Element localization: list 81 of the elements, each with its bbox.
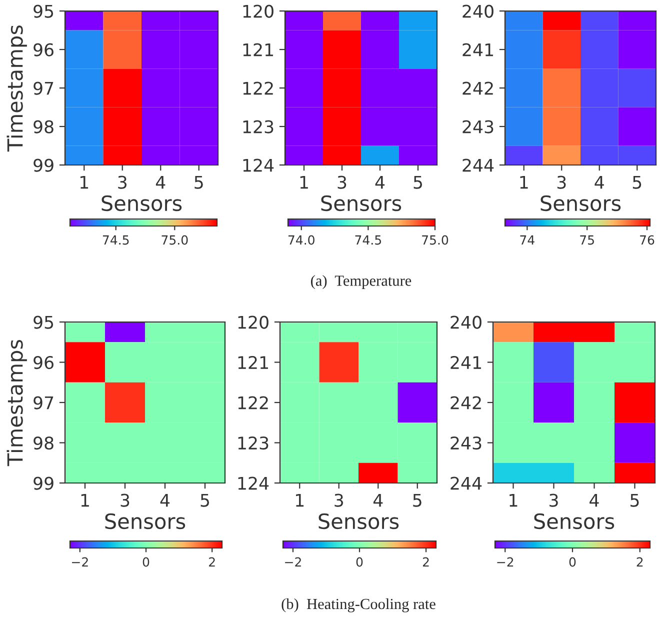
x-axis-title: Sensors bbox=[318, 513, 399, 530]
y-tick-label: 120 bbox=[238, 316, 268, 329]
color-bar-label: −2 bbox=[497, 557, 514, 567]
y-tick-label: 97 bbox=[34, 396, 54, 410]
x-axis-title: Sensors bbox=[534, 513, 614, 530]
y-tick-label: 95 bbox=[34, 316, 54, 329]
x-tick-label: 4 bbox=[594, 176, 604, 189]
color-bar-label: 76 bbox=[640, 235, 654, 245]
y-tick-label: 120 bbox=[243, 4, 274, 18]
y-tick-label: 123 bbox=[243, 120, 274, 134]
x-axis-title: Sensors bbox=[540, 195, 621, 212]
y-tick-label: 98 bbox=[34, 436, 54, 450]
x-tick-label: 1 bbox=[300, 176, 308, 189]
x-axis-title: Sensors bbox=[321, 195, 402, 212]
y-tick-label: 242 bbox=[450, 396, 481, 410]
color-bar-label: 0 bbox=[569, 557, 576, 567]
y-tick-label: 244 bbox=[450, 476, 482, 490]
x-tick-label: 4 bbox=[373, 494, 383, 507]
y-tick-label: 242 bbox=[462, 82, 493, 95]
y-tick-label: 121 bbox=[243, 43, 273, 56]
x-tick-label: 3 bbox=[118, 176, 127, 189]
y-tick-label: 99 bbox=[34, 158, 54, 172]
y-axis-title: Timestamps bbox=[6, 340, 27, 466]
y-tick-label: 243 bbox=[462, 120, 494, 134]
y-tick-label: 121 bbox=[238, 356, 268, 369]
color-bar-label: −2 bbox=[285, 557, 301, 567]
x-tick-label: 5 bbox=[194, 176, 203, 189]
y-tick-label: 96 bbox=[34, 43, 54, 56]
y-tick-label: 124 bbox=[243, 158, 274, 172]
color-bar-label: 0 bbox=[356, 557, 363, 567]
color-bar-label: 2 bbox=[422, 557, 429, 567]
x-tick-label: 5 bbox=[413, 494, 422, 507]
y-tick-label: 96 bbox=[34, 356, 54, 370]
y-axis-title: Timestamps bbox=[6, 25, 27, 152]
y-tick-label: 122 bbox=[238, 396, 268, 410]
x-tick-label: 4 bbox=[160, 494, 170, 507]
x-tick-label: 1 bbox=[80, 176, 88, 189]
x-tick-label: 3 bbox=[550, 494, 558, 507]
color-bar-label: 74 bbox=[520, 235, 534, 245]
y-tick-label: 240 bbox=[450, 316, 482, 329]
text: (a) Temperature bbox=[311, 275, 412, 289]
x-tick-label: 1 bbox=[296, 494, 304, 507]
color-bar-label: 75.0 bbox=[422, 235, 448, 245]
x-tick-label: 4 bbox=[156, 176, 166, 189]
x-tick-label: 5 bbox=[630, 494, 639, 507]
y-tick-label: 241 bbox=[450, 356, 481, 369]
color-bar-label: 74.5 bbox=[355, 235, 382, 245]
x-axis-title: Sensors bbox=[102, 195, 182, 212]
color-bar-label: 0 bbox=[142, 557, 150, 567]
x-tick-label: 3 bbox=[334, 494, 344, 507]
x-tick-label: 3 bbox=[338, 176, 346, 189]
color-bar-label: −2 bbox=[72, 557, 88, 567]
color-bar-label: 74.5 bbox=[102, 235, 129, 245]
color-bar-label: 75 bbox=[580, 235, 594, 245]
color-bar-label: 75.0 bbox=[162, 235, 188, 245]
y-tick-label: 122 bbox=[243, 82, 273, 95]
y-tick-label: 123 bbox=[238, 436, 268, 450]
x-tick-label: 1 bbox=[520, 176, 528, 189]
x-tick-label: 5 bbox=[414, 176, 422, 189]
x-tick-label: 5 bbox=[632, 176, 642, 189]
y-tick-label: 241 bbox=[462, 43, 493, 56]
x-tick-label: 5 bbox=[200, 494, 210, 507]
y-tick-label: 98 bbox=[34, 120, 54, 134]
x-tick-label: 3 bbox=[557, 176, 566, 189]
y-tick-label: 99 bbox=[34, 476, 54, 490]
y-tick-label: 97 bbox=[34, 82, 54, 95]
x-tick-label: 4 bbox=[375, 176, 385, 189]
y-tick-label: 240 bbox=[462, 4, 494, 18]
x-tick-label: 3 bbox=[120, 494, 130, 507]
x-tick-label: 1 bbox=[81, 494, 89, 507]
y-tick-label: 244 bbox=[462, 158, 494, 172]
x-tick-label: 4 bbox=[590, 494, 599, 507]
color-bar-label: 2 bbox=[636, 557, 643, 567]
y-tick-label: 124 bbox=[238, 476, 269, 490]
color-bar-label: 74.0 bbox=[288, 235, 314, 245]
y-tick-label: 95 bbox=[34, 4, 54, 18]
color-bar-label: 2 bbox=[209, 557, 215, 567]
x-axis-title: Sensors bbox=[105, 513, 186, 530]
text: (b) Heating-Cooling rate bbox=[282, 598, 436, 612]
y-tick-label: 243 bbox=[450, 436, 482, 450]
x-tick-label: 1 bbox=[510, 494, 518, 507]
